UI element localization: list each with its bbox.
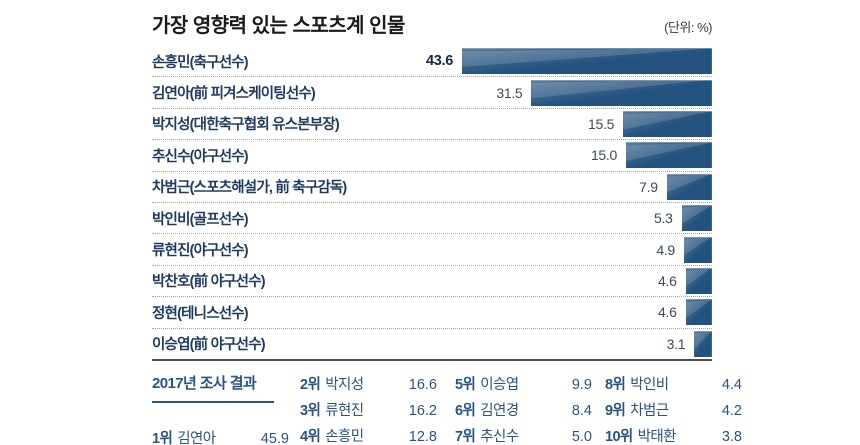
summary-heading: 2017년 조사 결과 <box>152 374 274 403</box>
row-value: 4.6 <box>658 272 677 289</box>
row-value: 5.3 <box>654 210 673 227</box>
row-label: 추신수(야구선수) <box>152 148 249 165</box>
chart-header: 가장 영향력 있는 스포츠계 인물 (단위: %) <box>152 0 712 38</box>
summary-column: 2017년 조사 결과 1위 김연아 45.9 <box>152 372 300 445</box>
entry-rank: 3위 <box>300 402 321 419</box>
chart-row: 차범근(스포츠해설가, 前 축구감독) 7.9 <box>152 172 713 203</box>
entry-name: 김연경 <box>480 402 519 419</box>
entry-name: 박태환 <box>637 428 677 445</box>
content-column: 가장 영향력 있는 스포츠계 인물 (단위: %) 손흥민(축구선수) 43.6… <box>152 0 742 445</box>
row-label: 박인비(골프선수) <box>152 211 249 228</box>
summary-column: 2위 박지성 16.6 3위 류현진 16.2 4위 손흥민 12.8 <box>300 372 455 445</box>
entry-name: 추신수 <box>480 428 519 445</box>
summary-entry: 1위 김연아 45.9 <box>152 426 289 445</box>
row-value: 15.5 <box>588 115 615 132</box>
entry-rank: 9위 <box>605 402 626 419</box>
row-bar <box>683 236 713 263</box>
chart-row: 박지성(대한축구협회 유스본부장) 15.5 <box>152 109 712 141</box>
summary-entry: 3위 류현진 16.2 <box>300 398 437 424</box>
row-value: 4.6 <box>658 304 677 321</box>
row-bar <box>623 110 712 137</box>
row-value: 15.0 <box>590 147 617 164</box>
chart-row: 류현진(야구선수) 4.9 <box>152 234 713 266</box>
row-bar <box>666 173 713 200</box>
entry-name: 김연아 <box>177 430 216 445</box>
summary-entry: 7위 추신수 5.0 <box>455 424 592 445</box>
entry-value: 5.0 <box>571 428 592 445</box>
row-bar <box>685 299 713 326</box>
row-value: 4.9 <box>656 241 675 258</box>
summary-entry: 8위 박인비 4.4 <box>605 372 742 398</box>
entry-value: 9.9 <box>571 376 592 393</box>
entry-name: 박인비 <box>630 376 669 393</box>
row-bar <box>462 48 712 75</box>
entry-value: 16.6 <box>408 376 437 393</box>
summary-entry: 10위 박태환 3.8 <box>605 424 742 445</box>
row-label: 손흥민(축구선수) <box>152 54 249 71</box>
entry-rank: 6위 <box>455 402 476 419</box>
row-bar <box>681 205 713 232</box>
unit-label: (단위: %) <box>664 20 712 35</box>
entry-value: 4.4 <box>721 376 742 393</box>
row-bar <box>626 142 712 169</box>
entry-rank: 2위 <box>300 376 321 393</box>
row-value: 3.1 <box>666 335 686 352</box>
summary-entry: 5위 이승엽 9.9 <box>455 372 592 398</box>
entry-rank: 8위 <box>605 376 626 393</box>
row-label: 정현(테니스선수) <box>152 305 249 322</box>
summary-entry: 6위 김연경 8.4 <box>455 398 592 424</box>
row-value: 43.6 <box>425 53 453 70</box>
row-label: 차범근(스포츠해설가, 前 축구감독) <box>152 180 347 197</box>
row-label: 이승엽(前 야구선수) <box>152 337 266 354</box>
entry-name: 손흥민 <box>325 428 364 445</box>
chart-row: 박찬호(前 야구선수) 4.6 <box>152 266 713 298</box>
entry-rank: 7위 <box>455 428 476 445</box>
summary-2017: 2017년 조사 결과 1위 김연아 45.9 2위 박지성 16.6 3위 류… <box>152 372 742 445</box>
row-bar <box>531 79 712 106</box>
entry-rank: 1위 <box>152 430 173 445</box>
bar-chart: 손흥민(축구선수) 43.6 김연아(前 피겨스케이팅선수) 31.5 박지성(… <box>152 46 713 361</box>
entry-name: 이승엽 <box>480 376 519 393</box>
entry-name: 차범근 <box>630 402 669 419</box>
summary-column: 8위 박인비 4.4 9위 차범근 4.2 10위 박태환 3.8 <box>605 372 742 445</box>
entry-value: 16.2 <box>408 402 437 419</box>
row-bar <box>694 330 712 357</box>
summary-column: 5위 이승엽 9.9 6위 김연경 8.4 7위 추신수 5.0 <box>455 372 605 445</box>
entry-rank: 4위 <box>300 428 321 445</box>
row-label: 박지성(대한축구협회 유스본부장) <box>152 117 340 134</box>
row-label: 김연아(前 피겨스케이팅선수) <box>152 86 316 103</box>
entry-value: 8.4 <box>571 402 592 419</box>
entry-rank: 10위 <box>605 428 633 445</box>
summary-entry: 2위 박지성 16.6 <box>300 372 437 398</box>
chart-row: 이승엽(前 야구선수) 3.1 <box>152 329 712 359</box>
chart-row: 박인비(골프선수) 5.3 <box>152 203 713 235</box>
entry-value: 4.2 <box>721 402 742 419</box>
row-value: 7.9 <box>639 178 658 195</box>
entry-name: 박지성 <box>325 376 364 393</box>
entry-value: 12.8 <box>408 428 437 445</box>
summary-entry: 9위 차범근 4.2 <box>605 398 742 424</box>
chart-row: 손흥민(축구선수) 43.6 <box>152 46 712 78</box>
entry-rank: 5위 <box>455 376 476 393</box>
summary-entry: 4위 손흥민 12.8 <box>300 424 437 445</box>
entry-value: 45.9 <box>260 430 289 445</box>
chart-row: 추신수(야구선수) 15.0 <box>152 140 712 172</box>
row-label: 박찬호(前 야구선수) <box>152 274 266 291</box>
chart-row: 김연아(前 피겨스케이팅선수) 31.5 <box>152 77 712 109</box>
row-bar <box>685 267 713 294</box>
row-label: 류현진(야구선수) <box>152 243 249 260</box>
entry-name: 류현진 <box>325 402 364 419</box>
entry-value: 3.8 <box>721 428 742 445</box>
page-title: 가장 영향력 있는 스포츠계 인물 <box>152 15 405 37</box>
row-value: 31.5 <box>496 84 523 101</box>
chart-row: 정현(테니스선수) 4.6 <box>152 297 713 329</box>
